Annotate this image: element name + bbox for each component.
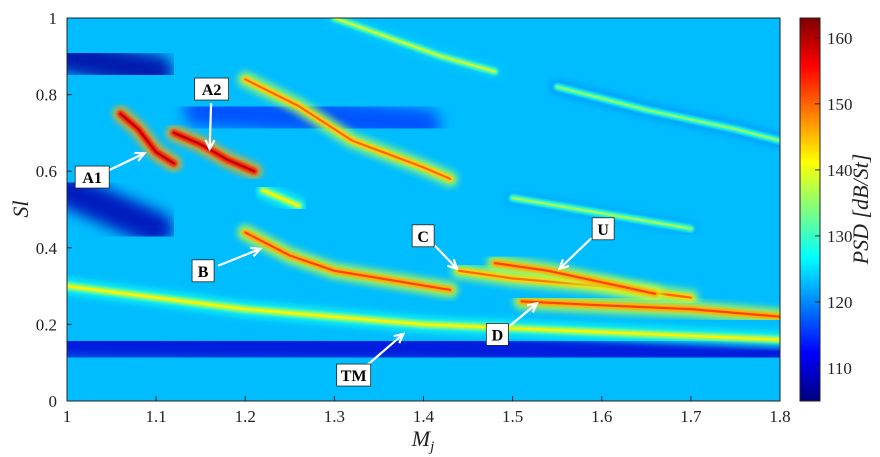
annotation-arrow-tm	[365, 333, 405, 367]
y-axis-title: Sl	[8, 200, 33, 217]
y-tick-label: 0	[49, 392, 58, 411]
colorbar-label: PSD [dB/St]	[848, 154, 873, 266]
band-extra-10	[326, 18, 503, 80]
band-extra-11	[504, 190, 699, 237]
quiet-region-1	[67, 39, 174, 89]
band-a1	[112, 105, 182, 172]
band-core-extra-12	[556, 85, 780, 142]
x-tick-label: 1.5	[502, 407, 523, 426]
band-extra-9	[255, 182, 307, 214]
annotation-arrow-a1	[106, 152, 145, 173]
x-tick-label: 1	[63, 407, 72, 426]
annotation-arrow-a2	[208, 103, 213, 150]
band-d	[513, 293, 780, 325]
colorbar-tick-label: 130	[827, 227, 853, 246]
annotations: A1 A2 B C U D TM	[74, 77, 615, 387]
annotation-arrowhead-b	[250, 246, 263, 258]
annotation-label-c: C	[417, 229, 429, 246]
annotation-box-a1	[74, 165, 110, 189]
y-tick-label: 0.8	[36, 86, 57, 105]
heatmap-field	[67, 18, 780, 372]
band-a2	[166, 124, 263, 180]
annotation-arrowhead-d	[526, 301, 539, 313]
annotation-arrow-d	[509, 302, 538, 327]
plot-area	[66, 17, 781, 402]
band-extra-8	[237, 71, 459, 187]
annotation-arrowhead-a2	[204, 139, 216, 152]
annotation-arrow-c	[433, 244, 458, 270]
quiet-region-2	[67, 173, 174, 246]
annotation-label-d: D	[492, 327, 504, 344]
annotation-box-d	[485, 323, 509, 346]
band-core-extra-10	[333, 18, 496, 73]
band-u	[486, 255, 664, 302]
x-tick-label: 1.4	[413, 407, 435, 426]
annotation-label-a2: A2	[202, 82, 222, 99]
colorbar: 110 120 130 140 150 160 PSD [dB/St]	[799, 17, 873, 402]
annotation-arrow-b	[217, 247, 261, 267]
band-core-extra-9	[262, 189, 300, 207]
annotation-label-u: U	[597, 222, 609, 239]
band-b	[237, 224, 459, 298]
y-tick-label: 1	[49, 9, 58, 28]
annotation-label-b: B	[198, 264, 209, 281]
x-tick-label: 1.7	[680, 407, 702, 426]
x-axis-title: Mj	[411, 426, 435, 455]
annotation-c: C	[411, 224, 459, 271]
x-tick-label: 1.6	[591, 407, 612, 426]
band-extra-12	[549, 78, 780, 149]
y-tick-label: 0.6	[36, 162, 57, 181]
x-tick-label: 1.1	[146, 407, 167, 426]
annotation-arrowhead-c	[447, 258, 459, 271]
annotation-u: U	[557, 217, 615, 271]
band-core-b	[244, 231, 452, 291]
annotation-arrowhead-a1	[134, 151, 147, 162]
annotation-arrow-u	[558, 237, 593, 270]
band-core-tm	[67, 285, 780, 341]
annotation-a1: A1	[74, 151, 147, 189]
annotation-tm: TM	[336, 332, 406, 387]
annotation-box-b	[191, 259, 215, 283]
annotation-box-u	[591, 217, 615, 241]
x-axis-title-base: M	[411, 426, 432, 451]
colorbar-tick-label: 140	[827, 161, 853, 180]
annotation-box-tm	[336, 363, 372, 387]
annotation-b: B	[191, 246, 263, 283]
annotation-box-a2	[194, 77, 230, 101]
band-core-extra-11	[511, 196, 692, 230]
y-axis-ticks: 0 0.2 0.4 0.6 0.8 1	[36, 9, 72, 411]
annotation-box-c	[411, 224, 435, 248]
quiet-region-4	[183, 92, 441, 143]
colorbar-ticks: 110 120 130 140 150 160	[815, 29, 853, 378]
colorbar-tick-label: 150	[827, 95, 853, 114]
band-core-u	[493, 262, 657, 295]
band-core-d	[520, 300, 780, 318]
band-core-extra-8	[244, 78, 452, 180]
y-tick-label: 0.4	[36, 239, 58, 258]
annotation-label-a1: A1	[82, 170, 102, 187]
annotation-a2: A2	[194, 77, 230, 152]
x-tick-label: 1.8	[769, 407, 790, 426]
annotation-d: D	[485, 301, 539, 346]
annotation-arrowhead-u	[557, 258, 570, 271]
band-core-a2	[172, 131, 256, 173]
x-axis-title-sub: j	[428, 439, 434, 455]
x-tick-label: 1.2	[235, 407, 256, 426]
x-tick-label: 1.3	[324, 407, 345, 426]
band-tm	[67, 278, 780, 348]
annotation-arrowhead-tm	[393, 332, 406, 344]
colorbar-gradient	[799, 17, 821, 402]
band-core-a1	[119, 112, 176, 165]
colorbar-tick-label: 160	[827, 29, 853, 48]
y-tick-label: 0.2	[36, 315, 57, 334]
x-axis-ticks: 1 1.1 1.2 1.3 1.4 1.5 1.6 1.7 1.8	[63, 396, 791, 426]
annotation-label-tm: TM	[341, 368, 367, 385]
colorbar-tick-label: 110	[827, 359, 852, 378]
colorbar-tick-label: 120	[827, 293, 853, 312]
quiet-region-3	[67, 326, 780, 372]
